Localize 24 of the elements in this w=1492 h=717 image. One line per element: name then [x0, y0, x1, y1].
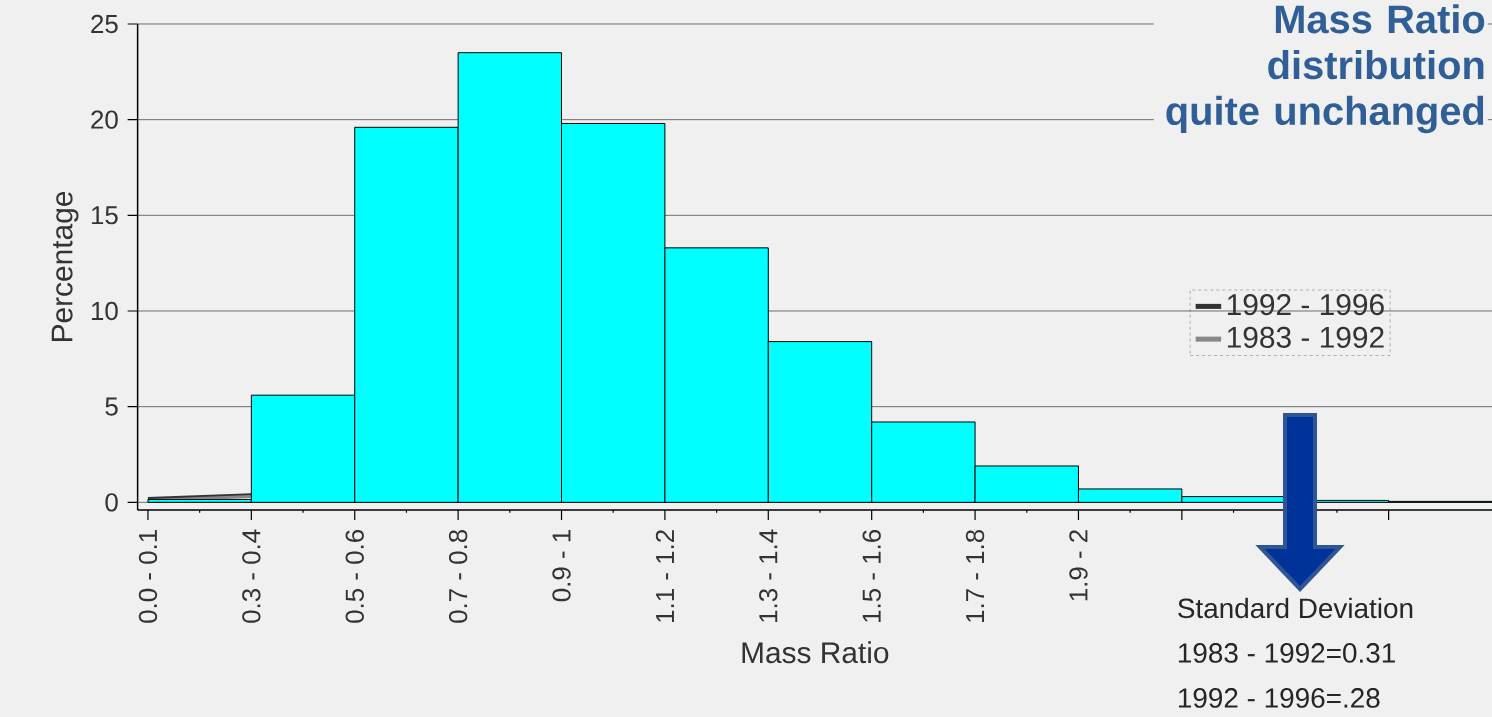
- y-tick-label: 25: [91, 14, 118, 34]
- x-axis-title: Mass Ratio: [742, 641, 889, 664]
- y-tick-label: 15: [91, 206, 118, 225]
- legend-label: 1992 - 1996: [1227, 294, 1384, 316]
- x-tick-label: 0.3 - 0.4: [242, 529, 261, 623]
- y-axis-title: Percentage: [51, 191, 79, 341]
- y-tick-label: 5: [105, 397, 118, 416]
- x-tick-label: 1.3 - 1.4: [759, 529, 778, 622]
- x-tick-label: 0.7 - 0.8: [448, 529, 468, 623]
- text: 1992 - 1996=.28: [1178, 688, 1380, 708]
- x-tick-label: 1.1 - 1.2: [655, 530, 674, 622]
- text: Standard Deviation: [1178, 597, 1413, 619]
- y-tick-label: 0: [105, 493, 118, 512]
- text: Mass Ratio distribution quite unchanged: [1166, 4, 1485, 134]
- legend-label: 1983 - 1992: [1227, 326, 1384, 348]
- x-tick-label: 1.5 - 1.6: [862, 529, 881, 622]
- x-tick-label: 0.0 - 0.1: [138, 530, 158, 623]
- x-tick-label: 1.9 - 2: [1069, 530, 1088, 601]
- x-tick-label: 1.7 - 1.8: [965, 529, 985, 622]
- x-tick-label: 0.5 - 0.6: [345, 529, 364, 623]
- y-tick-label: 10: [91, 301, 118, 321]
- y-tick-label: 20: [91, 110, 118, 129]
- text: 1983 - 1992=0.31: [1178, 643, 1395, 663]
- x-tick-label: 0.9 - 1: [552, 530, 571, 602]
